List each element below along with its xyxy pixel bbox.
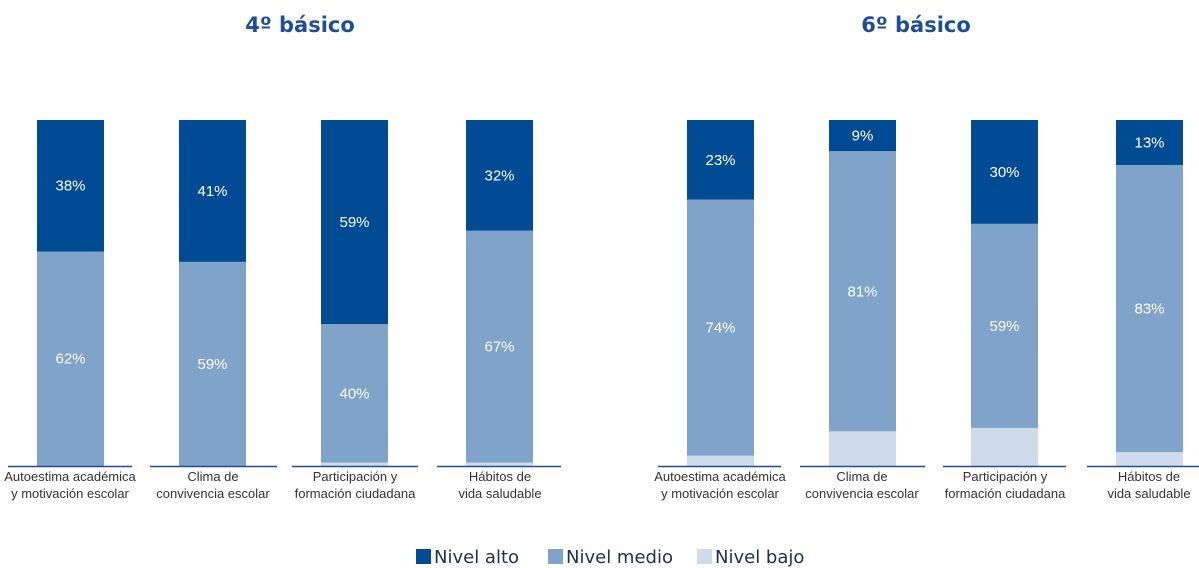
legend-item: Nivel medio <box>548 547 673 568</box>
bar-segment <box>179 120 246 262</box>
stacked-bar: 3%74%23% <box>687 120 754 466</box>
bar-segment <box>1116 120 1183 165</box>
chart-panel-1: 4º básico 62% 38% Autoestima académica y mot… <box>4 13 561 501</box>
bar-segment <box>466 230 533 463</box>
data-label: 81% <box>847 283 877 300</box>
stacked-bar: 1%67%32% <box>466 120 533 466</box>
stacked-bar: 1%40%59% <box>321 120 388 466</box>
data-label: 59% <box>339 214 369 231</box>
legend-swatch <box>416 549 431 564</box>
bar-segment <box>687 120 754 200</box>
data-label: 40% <box>339 385 369 402</box>
data-label: 30% <box>989 164 1019 181</box>
category-label: y motivación escolar <box>11 486 129 501</box>
data-label: 67% <box>484 339 514 356</box>
stacked-bar: 11%59%30% <box>971 120 1038 466</box>
bar-segment <box>971 223 1038 428</box>
bar-segment <box>829 151 896 432</box>
bar-segment <box>971 120 1038 224</box>
bar-segment <box>466 120 533 231</box>
legend: Nivel alto Nivel medio Nivel bajo <box>416 547 804 568</box>
bar-segment <box>1116 164 1183 453</box>
bar-segment <box>971 427 1038 466</box>
bar-segment <box>466 462 533 466</box>
category-label: Clima de <box>187 469 238 484</box>
category-label: Clima de <box>836 469 887 484</box>
bar-segment <box>687 455 754 466</box>
legend-swatch <box>548 549 563 564</box>
category-label: Participación y <box>313 469 398 484</box>
bar-segment <box>37 120 104 252</box>
stacked-bar: 62% 38% <box>37 120 104 466</box>
legend-label: Nivel medio <box>566 547 673 568</box>
chart-title: 6º básico <box>861 13 971 37</box>
category-label: Hábitos de <box>1118 469 1180 484</box>
category-label: Autoestima académica <box>4 469 136 484</box>
category-label: Autoestima académica <box>654 469 786 484</box>
data-label: 41% <box>197 183 227 200</box>
category-label: y motivación escolar <box>661 486 779 501</box>
data-label: 62% <box>55 351 85 368</box>
bar-segment <box>321 462 388 466</box>
data-label: 13% <box>1134 134 1164 151</box>
bar-segment <box>687 199 754 456</box>
legend-swatch <box>697 549 712 564</box>
category-label: vida saludable <box>1107 486 1190 501</box>
data-label: 23% <box>705 152 735 169</box>
legend-item: Nivel bajo <box>697 547 804 568</box>
chart-title: 4º básico <box>245 13 355 37</box>
category-label: Participación y <box>963 469 1048 484</box>
category-label: Hábitos de <box>469 469 531 484</box>
bar-segment <box>37 251 104 466</box>
bar-segment <box>829 431 896 466</box>
data-label: 32% <box>484 167 514 184</box>
bar-segment <box>321 324 388 463</box>
category-label: convivencia escolar <box>156 486 270 501</box>
bar-segment <box>829 120 896 152</box>
stacked-bar: 10%81%9% <box>829 120 896 466</box>
legend-label: Nivel bajo <box>715 547 804 568</box>
bar-segment <box>1116 452 1183 466</box>
data-label: 74% <box>705 320 735 337</box>
data-label: 83% <box>1134 301 1164 318</box>
bar-segment <box>179 261 246 466</box>
category-label: formación ciudadana <box>945 486 1066 501</box>
data-label: 59% <box>197 356 227 373</box>
data-label: 9% <box>852 128 874 145</box>
stacked-bar: 59% 41% <box>179 120 246 466</box>
category-label: vida saludable <box>458 486 541 501</box>
data-label: 59% <box>989 318 1019 335</box>
category-label: formación ciudadana <box>295 486 416 501</box>
legend-label: Nivel alto <box>434 547 519 568</box>
category-label: convivencia escolar <box>805 486 919 501</box>
legend-item: Nivel alto <box>416 547 519 568</box>
data-label: 38% <box>55 178 85 195</box>
bar-segment <box>321 120 388 325</box>
stacked-bar: 4%83%13% <box>1116 120 1183 466</box>
